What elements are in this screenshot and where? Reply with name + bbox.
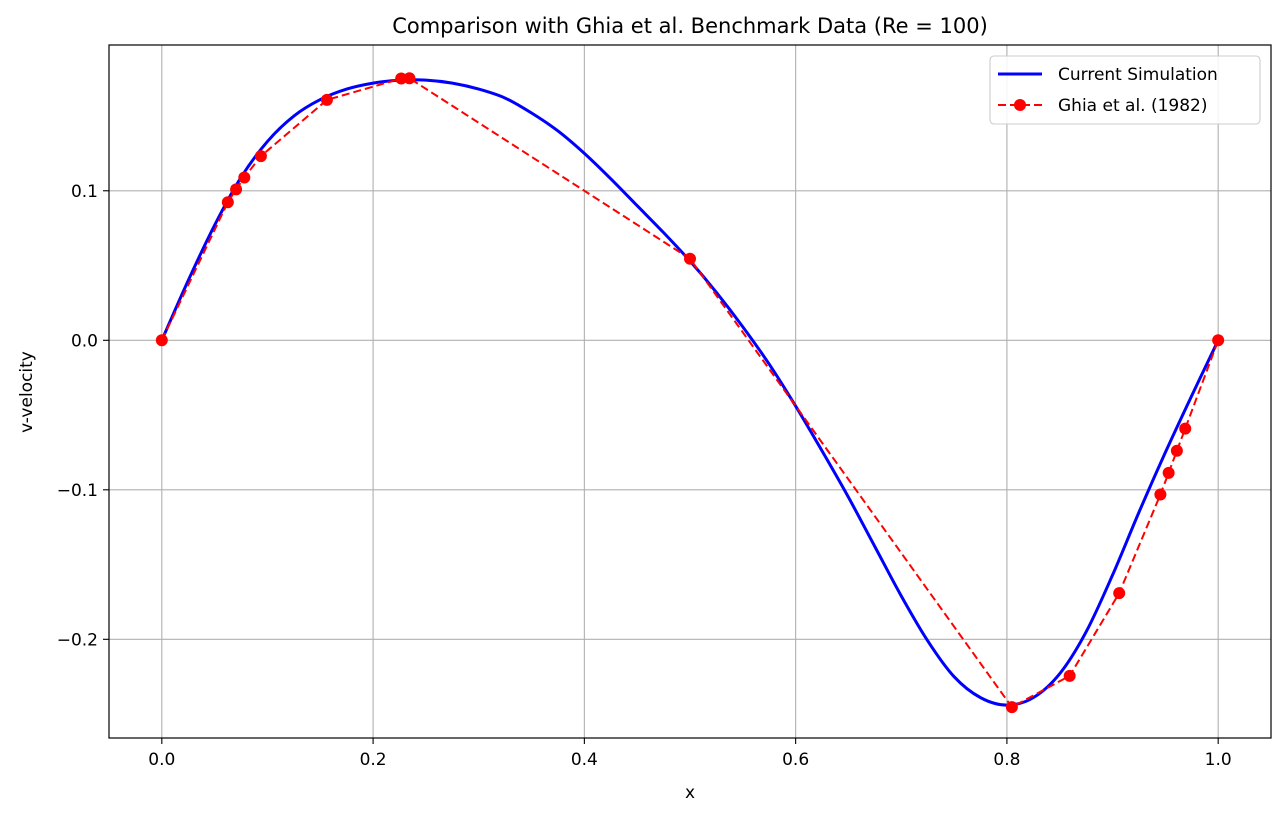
plot-frame bbox=[108, 44, 1272, 739]
x-tick-label: 0.0 bbox=[148, 750, 175, 770]
x-axis-label: x bbox=[685, 783, 695, 803]
data-point-ghia bbox=[221, 196, 234, 209]
data-point-ghia bbox=[1162, 466, 1175, 479]
data-point-ghia bbox=[1154, 488, 1167, 501]
data-point-ghia bbox=[1179, 422, 1192, 435]
data-point-ghia bbox=[230, 183, 243, 196]
x-tick-label: 0.2 bbox=[360, 750, 387, 770]
data-point-ghia bbox=[155, 334, 168, 347]
grid bbox=[109, 45, 1271, 738]
data-point-ghia bbox=[1212, 334, 1225, 347]
data-point-ghia bbox=[238, 171, 251, 184]
data-point-ghia bbox=[403, 72, 416, 85]
x-tick-label: 0.4 bbox=[571, 750, 598, 770]
x-tick-label: 0.6 bbox=[782, 750, 809, 770]
x-tick-label: 1.0 bbox=[1205, 750, 1232, 770]
series-layer bbox=[155, 72, 1225, 714]
data-point-ghia bbox=[1170, 444, 1183, 457]
data-point-ghia bbox=[254, 150, 267, 163]
data-point-ghia bbox=[1063, 669, 1076, 682]
legend-box bbox=[989, 55, 1261, 125]
chart-title: Comparison with Ghia et al. Benchmark Da… bbox=[392, 14, 988, 38]
legend-label-current-simulation: Current Simulation bbox=[1058, 65, 1218, 85]
data-point-ghia bbox=[320, 93, 333, 106]
y-axis-label: v-velocity bbox=[17, 351, 37, 433]
y-tick-label: −0.1 bbox=[57, 481, 98, 501]
legend-label-ghia: Ghia et al. (1982) bbox=[1058, 96, 1208, 116]
data-point-ghia bbox=[1113, 587, 1126, 600]
legend-marker-ghia bbox=[1014, 99, 1026, 111]
data-point-ghia bbox=[1005, 701, 1018, 714]
data-point-ghia bbox=[684, 252, 696, 265]
y-tick-label: 0.1 bbox=[71, 182, 98, 202]
ticks: 0.0 0.2 0.4 0.6 0.8 1.0 −0.2 −0.1 0.0 0.1 bbox=[57, 182, 1232, 770]
x-tick-label: 0.8 bbox=[993, 750, 1020, 770]
y-tick-label: 0.0 bbox=[71, 331, 98, 351]
y-tick-label: −0.2 bbox=[57, 630, 98, 650]
legend: Current Simulation Ghia et al. (1982) bbox=[989, 55, 1261, 125]
